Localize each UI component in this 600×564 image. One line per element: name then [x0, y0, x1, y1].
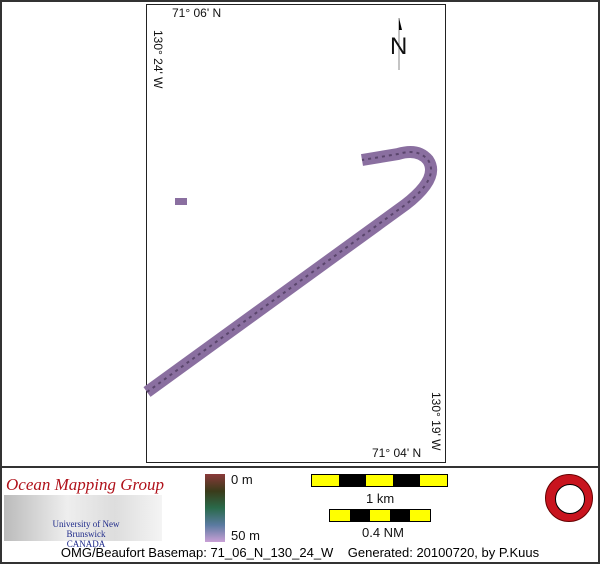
- omg-logo-text: Ocean Mapping Group: [6, 475, 165, 494]
- legend-divider: [0, 466, 600, 468]
- country-label: CANADA: [66, 539, 106, 549]
- survey-patch: [175, 198, 187, 205]
- lat-top-label: 71° 06' N: [172, 6, 222, 20]
- scale-km-label: 1 km: [366, 491, 395, 506]
- north-label: N: [390, 33, 408, 60]
- footer-title: OMG/Beaufort Basemap: 71_06_N_130_24_W: [60, 545, 334, 560]
- map-frame: [146, 4, 446, 463]
- unb-text: University of New Brunswick CANADA: [36, 519, 136, 549]
- depth-max-label: 50 m: [231, 528, 260, 543]
- scale-bar-km: [311, 474, 448, 487]
- university-label: University of New Brunswick: [52, 519, 120, 539]
- depth-min-label: 0 m: [231, 472, 253, 487]
- north-arrow-icon: [398, 18, 402, 70]
- depth-colorbar: [205, 474, 225, 542]
- lon-right-label: 130° 19' W: [429, 392, 443, 451]
- unb-geodesy-seal-icon: [545, 474, 593, 522]
- scale-nm-label: 0.4 NM: [362, 525, 404, 540]
- lon-left-label: 130° 24' W: [151, 30, 165, 89]
- survey-track: [143, 146, 438, 397]
- footer: OMG/Beaufort Basemap: 71_06_N_130_24_W G…: [0, 545, 600, 560]
- footer-generated: Generated: 20100720, by P.Kuus: [347, 545, 540, 560]
- scale-bar-nm: [329, 509, 431, 522]
- bathymetry-map: [143, 18, 438, 397]
- lat-bottom-label: 71° 04' N: [372, 446, 422, 460]
- omg-logo-image: [4, 495, 162, 541]
